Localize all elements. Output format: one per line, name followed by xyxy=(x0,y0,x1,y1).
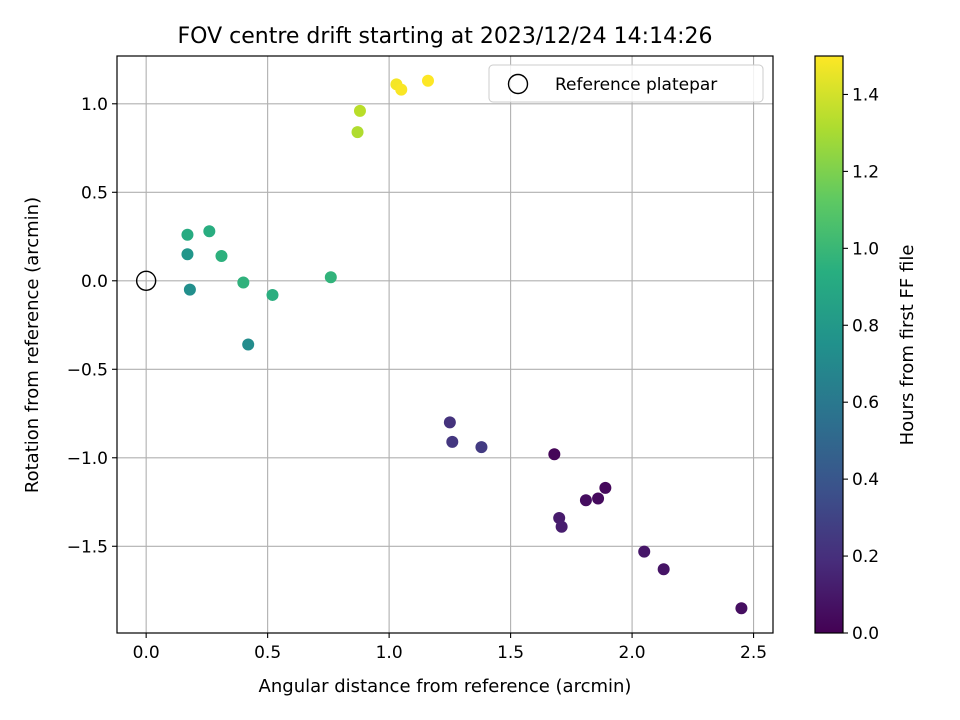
colorbar-label: Hours from first FF file xyxy=(897,245,918,446)
colorbar-tick-label: 0.2 xyxy=(852,547,879,567)
data-point xyxy=(638,545,651,558)
y-tick-label: 0.0 xyxy=(81,272,108,292)
y-tick-label: 0.5 xyxy=(81,183,108,203)
legend-box xyxy=(488,64,764,103)
data-point xyxy=(579,494,592,507)
data-point xyxy=(446,435,459,448)
colorbar-tick-label: 0.6 xyxy=(852,393,879,413)
y-tick-label: −1.5 xyxy=(67,537,108,557)
data-point xyxy=(555,520,568,533)
x-tick-label: 1.0 xyxy=(376,643,403,663)
colorbar-ticks: 0.0 0.2 0.4 0.6 0.8 1.0 1.2 1.4 xyxy=(843,85,879,644)
data-point xyxy=(421,74,434,87)
colorbar-tick-label: 1.4 xyxy=(852,85,879,105)
legend-label: Reference platepar xyxy=(555,75,717,95)
data-point xyxy=(351,126,364,139)
y-tick-label: −1.0 xyxy=(67,449,108,469)
y-tick-label: −0.5 xyxy=(67,360,108,380)
data-point xyxy=(735,602,748,615)
colorbar-tick-label: 0.0 xyxy=(852,624,879,644)
data-point xyxy=(353,104,366,117)
data-point xyxy=(181,248,194,261)
data-point xyxy=(443,416,456,429)
data-point xyxy=(475,441,488,454)
data-point xyxy=(592,492,605,505)
data-points xyxy=(135,74,748,615)
data-point xyxy=(266,288,279,301)
reference-platepar-marker xyxy=(135,270,157,291)
grid xyxy=(117,56,773,633)
data-point xyxy=(183,283,196,296)
data-point xyxy=(181,228,194,241)
plot-frame xyxy=(116,55,774,634)
colorbar-tick-label: 0.4 xyxy=(852,470,879,490)
colorbar-tick-label: 1.0 xyxy=(852,239,879,259)
chart-title: FOV centre drift starting at 2023/12/24 … xyxy=(178,24,713,49)
data-point xyxy=(599,481,612,494)
data-point xyxy=(548,448,561,461)
data-point xyxy=(242,338,255,351)
colorbar-tick-label: 0.8 xyxy=(852,316,879,336)
y-axis-ticks: −1.5 −1.0 −0.5 0.0 0.5 1.0 xyxy=(67,95,117,557)
x-axis-ticks: 0.0 0.5 1.0 1.5 2.0 2.5 xyxy=(133,633,767,663)
y-axis-label: Rotation from reference (arcmin) xyxy=(22,197,43,493)
data-point xyxy=(215,250,228,263)
legend-reference-marker-icon xyxy=(507,73,529,95)
x-tick-label: 1.5 xyxy=(497,643,524,663)
legend: Reference platepar xyxy=(488,64,764,103)
colorbar-gradient xyxy=(815,56,843,633)
colorbar-frame xyxy=(814,55,844,634)
x-tick-label: 0.5 xyxy=(254,643,281,663)
x-tick-label: 2.5 xyxy=(740,643,767,663)
data-point xyxy=(657,563,670,576)
data-point xyxy=(203,225,216,238)
x-tick-label: 2.0 xyxy=(619,643,646,663)
colorbar-tick-label: 1.2 xyxy=(852,162,879,182)
data-point xyxy=(237,276,250,289)
y-tick-label: 1.0 xyxy=(81,95,108,115)
x-tick-label: 0.0 xyxy=(133,643,160,663)
data-point xyxy=(395,83,408,96)
data-point xyxy=(324,271,337,284)
x-axis-label: Angular distance from reference (arcmin) xyxy=(259,676,632,697)
